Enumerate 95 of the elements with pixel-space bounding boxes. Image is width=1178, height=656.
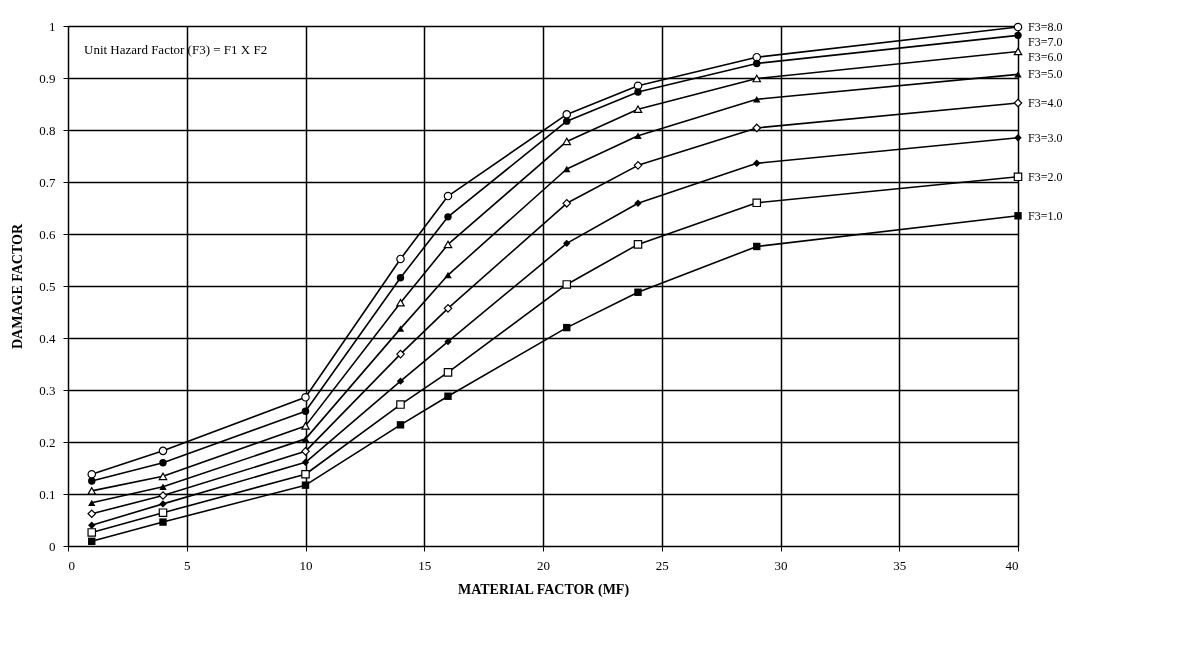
point [443,240,453,249]
annotation: Unit Hazard Factor (F3) = F1 X F2 [84,42,268,57]
x-tick-label: 40 [1005,557,1019,573]
point [562,280,572,289]
point [396,377,405,385]
series-label: F3=4.0 [1028,95,1063,110]
point [396,273,405,282]
point [633,161,643,170]
series-label: F3=3.0 [1028,130,1063,145]
point [159,459,167,467]
point [752,74,762,83]
point [562,199,572,208]
x-tick-label: 25 [655,557,669,573]
point [753,59,761,68]
point [158,446,168,456]
point [1014,31,1022,40]
point [1014,212,1022,220]
y-tick-label: 0 [49,538,56,554]
point [88,521,96,529]
point [396,421,405,429]
x-tick-label: 0 [68,557,75,573]
point [753,159,761,167]
point [443,191,453,201]
point [396,254,405,264]
point [562,110,572,119]
point [563,117,571,125]
point [301,422,310,430]
point [301,469,310,479]
point [301,407,310,416]
y-tick-label: 0.4 [39,330,56,346]
point [396,298,405,307]
point [752,198,762,208]
point [158,491,168,500]
point [1013,22,1023,32]
point [159,518,167,526]
point [396,325,405,332]
point [88,477,96,485]
point [396,400,405,409]
y-tick-label: 0.3 [39,382,56,398]
point [158,472,168,481]
y-tick-label: 0.5 [39,278,56,294]
y-tick-label: 1 [49,18,56,34]
series-label: F3=2.0 [1028,169,1063,184]
point [633,105,643,114]
point [563,239,571,248]
point [87,509,97,519]
x-tick-label: 35 [893,557,907,573]
point [634,132,642,139]
y-tick-label: 0.2 [39,434,56,450]
point [87,469,97,479]
y-tick-label: 0.1 [39,486,56,502]
point [87,528,97,537]
point [634,199,642,208]
point [444,271,452,279]
point [563,165,571,173]
y-tick-label: 0.9 [39,70,56,86]
y-axis-title: DAMAGE FACTOR [10,223,26,350]
series-label: F3=6.0 [1028,50,1063,65]
x-tick-label: 20 [537,557,550,573]
x-axis-title: MATERIAL FACTOR (MF) [457,581,630,598]
point [753,96,761,103]
point [158,508,168,518]
series-label: F3=8.0 [1028,20,1063,35]
x-tick-label: 30 [774,557,788,573]
point [634,88,642,96]
point [444,213,452,221]
point [443,368,453,377]
point [633,240,643,249]
point [301,392,310,402]
x-tick-label: 15 [418,557,432,573]
point [159,483,167,490]
point [444,392,452,400]
y-tick-label: 0.7 [39,174,56,190]
y-tick-label: 0.6 [39,226,56,242]
point [301,481,310,489]
point [87,487,97,495]
point [396,349,405,359]
point [562,137,572,146]
point [301,458,310,466]
y-tick-label: 0.8 [39,122,56,138]
point [301,435,310,443]
point [443,304,453,313]
point [634,288,642,296]
series-label: F3=7.0 [1028,35,1063,50]
x-tick-label: 5 [184,557,191,573]
point [1013,172,1023,182]
x-tick-label: 10 [299,557,313,573]
series-label: F3=1.0 [1028,208,1063,223]
point [1013,98,1023,108]
point [301,447,310,456]
point [88,499,96,507]
point [752,123,762,133]
point [1014,71,1022,78]
point [1013,47,1023,56]
series-label: F3=5.0 [1028,67,1063,82]
